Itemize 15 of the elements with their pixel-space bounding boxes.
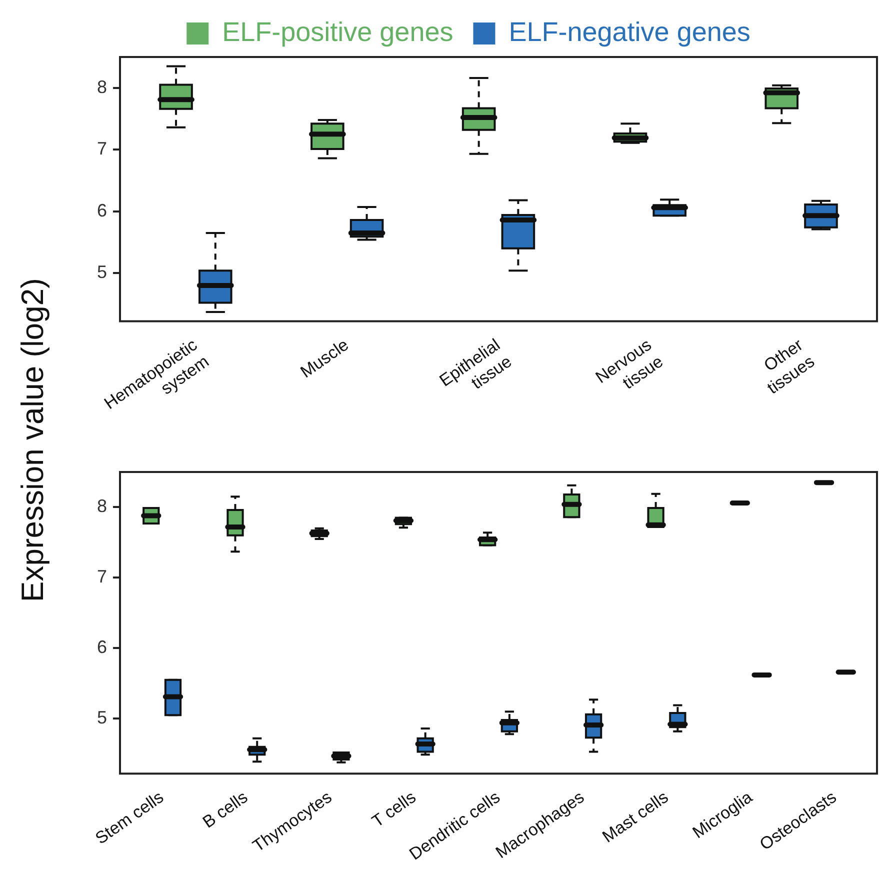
y-tick-label: 8 bbox=[96, 76, 107, 97]
y-tick-label: 5 bbox=[96, 262, 107, 282]
y-tick-label: 5 bbox=[96, 708, 107, 728]
x-tick-label: T cells bbox=[368, 788, 420, 832]
y-tick-label: 6 bbox=[96, 637, 107, 658]
y-tick-label: 8 bbox=[96, 496, 107, 516]
legend-label: ELF-negative genes bbox=[508, 16, 750, 47]
x-tick-label: Stem cells bbox=[92, 788, 168, 848]
legend-label: ELF-positive genes bbox=[222, 16, 454, 47]
y-tick-label: 6 bbox=[96, 200, 107, 220]
y-tick-label: 7 bbox=[96, 566, 107, 587]
y-axis-title: Expression value (log2) bbox=[15, 277, 51, 604]
y-tick-label: 7 bbox=[96, 138, 107, 159]
x-tick-label: B cells bbox=[199, 788, 252, 832]
x-tick-label: Mast cells bbox=[598, 788, 672, 846]
